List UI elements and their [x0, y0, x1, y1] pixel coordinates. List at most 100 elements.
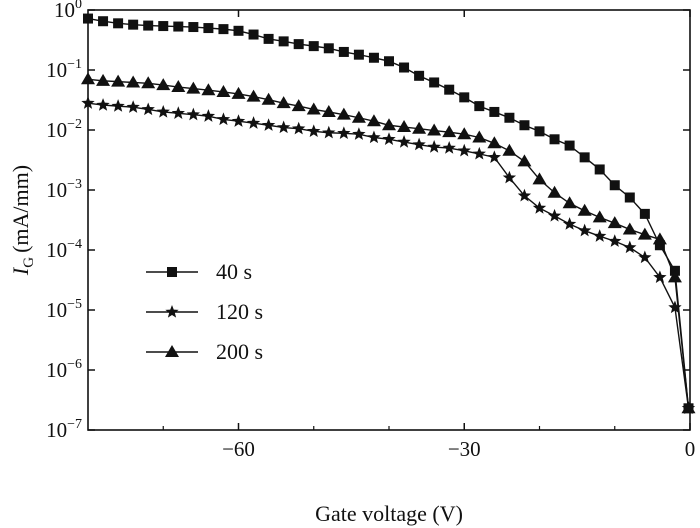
- data-point: [384, 56, 394, 67]
- y-tick-label-exponent: −5: [67, 297, 82, 312]
- data-point: [414, 70, 425, 81]
- data-point: [337, 126, 351, 139]
- x-tick-label: 0: [685, 437, 696, 461]
- x-axis-title: Gate voltage (V): [315, 501, 463, 526]
- data-point: [382, 118, 396, 131]
- y-tick-label: 10−1: [46, 57, 82, 82]
- data-point: [592, 210, 607, 223]
- data-point: [502, 170, 517, 184]
- data-point: [399, 62, 410, 73]
- legend-label: 40 s: [216, 259, 252, 284]
- data-point: [156, 78, 171, 91]
- data-point: [128, 19, 139, 30]
- data-point: [577, 203, 592, 216]
- data-point: [442, 125, 457, 138]
- data-point: [336, 107, 351, 120]
- legend-label: 120 s: [216, 299, 263, 324]
- data-point: [472, 130, 487, 143]
- data-point: [111, 74, 126, 87]
- data-point: [652, 232, 667, 245]
- data-point: [459, 92, 470, 103]
- y-tick-label-exponent: −2: [67, 117, 82, 132]
- data-point: [654, 240, 665, 251]
- data-point: [83, 13, 93, 24]
- data-point: [489, 106, 500, 117]
- data-point: [517, 188, 532, 202]
- data-point: [126, 75, 141, 88]
- data-point: [278, 36, 289, 47]
- data-point: [201, 83, 216, 96]
- data-point: [261, 92, 276, 105]
- data-point: [263, 33, 274, 44]
- data-point: [609, 180, 620, 191]
- y-tick-label-exponent: −1: [67, 57, 82, 72]
- data-point: [577, 223, 592, 237]
- legend-label: 200 s: [216, 339, 263, 364]
- data-point: [639, 208, 650, 219]
- data-point: [186, 81, 201, 94]
- y-tick-label: 10−4: [46, 237, 82, 262]
- y-axis-subscript: G: [21, 257, 37, 268]
- y-tick-label-exponent: −6: [67, 357, 82, 372]
- data-point: [307, 124, 321, 137]
- data-point: [201, 109, 216, 122]
- data-point: [427, 140, 441, 153]
- legend-marker: [165, 345, 179, 357]
- data-point: [156, 104, 170, 118]
- data-point: [397, 120, 412, 133]
- data-point: [306, 102, 321, 115]
- y-tick-label-base: 10: [46, 118, 67, 142]
- y-tick-label-exponent: −3: [67, 177, 82, 192]
- data-point: [96, 98, 110, 111]
- y-tick-label-base: 10: [46, 178, 67, 202]
- y-axis-unit: (mA/mm): [8, 165, 33, 253]
- data-point: [397, 135, 411, 148]
- data-point: [367, 130, 381, 144]
- data-point: [171, 106, 185, 119]
- data-point: [442, 141, 456, 154]
- data-point: [547, 208, 562, 222]
- data-point: [562, 196, 577, 209]
- data-point: [667, 270, 682, 283]
- x-tick-label: −60: [222, 437, 255, 461]
- data-point: [276, 96, 291, 109]
- data-point: [322, 125, 336, 139]
- data-point: [534, 126, 545, 137]
- data-point: [637, 227, 652, 240]
- data-point: [607, 216, 622, 229]
- data-point: [444, 84, 455, 95]
- data-point: [188, 22, 199, 33]
- y-tick-label: 10−5: [46, 297, 82, 322]
- data-point: [96, 73, 111, 86]
- legend-item: 200 s: [146, 339, 263, 364]
- data-point: [338, 46, 349, 57]
- y-tick-label-base: 10: [46, 238, 67, 262]
- y-tick-label: 10−3: [46, 177, 82, 202]
- data-point: [141, 102, 155, 116]
- data-point: [292, 121, 306, 135]
- data-point: [276, 120, 291, 134]
- data-point: [457, 127, 472, 140]
- y-tick-label: 10−2: [46, 117, 82, 142]
- y-tick-label: 10−6: [46, 357, 82, 382]
- data-point: [368, 52, 379, 63]
- data-point: [233, 25, 244, 36]
- data-point: [579, 152, 590, 163]
- data-point: [517, 154, 532, 167]
- data-point: [681, 401, 696, 414]
- data-point: [216, 84, 231, 97]
- data-point: [562, 217, 577, 230]
- data-point: [668, 300, 682, 314]
- data-point: [594, 164, 605, 175]
- series-triangle: [81, 72, 696, 414]
- data-point: [351, 110, 366, 123]
- legend-item: 120 s: [146, 299, 263, 324]
- data-point: [366, 114, 381, 127]
- y-axis-title: IG (mA/mm): [8, 165, 37, 276]
- data-point: [81, 72, 95, 85]
- data-point: [352, 127, 366, 140]
- data-point: [111, 99, 125, 112]
- data-point: [353, 49, 364, 60]
